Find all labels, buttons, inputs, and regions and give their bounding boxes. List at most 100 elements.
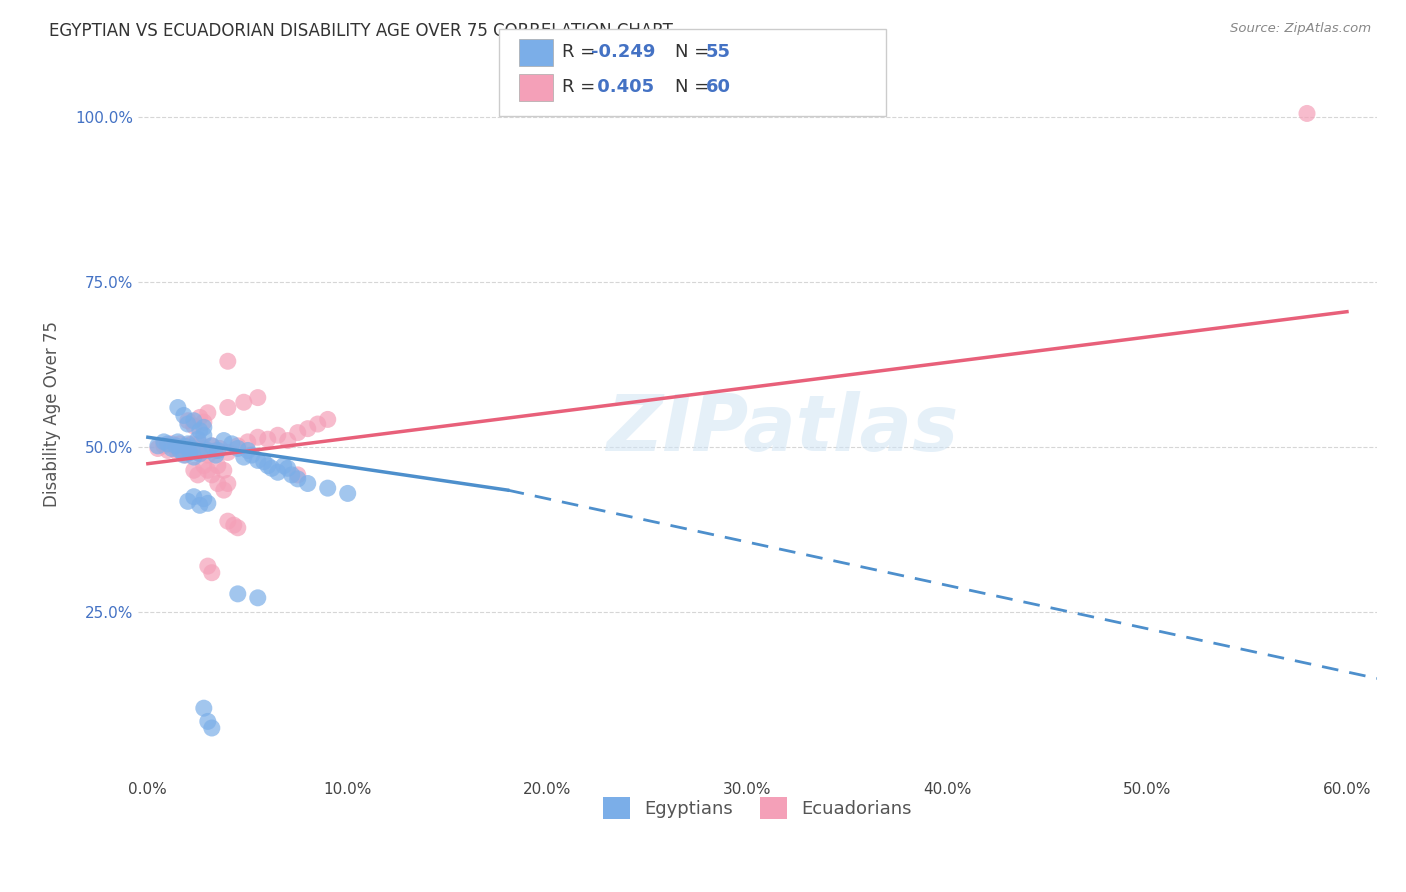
Point [188, 447, 211, 461]
Point [193, 491, 215, 506]
Point [246, 430, 269, 444]
Point [177, 437, 200, 451]
Point [208, 442, 231, 456]
Point [201, 467, 224, 482]
Point [187, 432, 209, 446]
Point [232, 450, 254, 464]
Text: 0.405: 0.405 [591, 78, 654, 95]
Point [232, 395, 254, 409]
Point [217, 354, 239, 368]
Point [193, 415, 215, 429]
Point [246, 591, 269, 605]
Point [146, 442, 169, 456]
Point [197, 448, 219, 462]
Point [316, 412, 339, 426]
Point [267, 465, 290, 479]
Point [188, 437, 211, 451]
Point [169, 437, 191, 451]
Point [197, 714, 219, 729]
Point [188, 410, 211, 425]
Point [166, 434, 188, 449]
Point [281, 467, 304, 482]
Text: ZIPatlas: ZIPatlas [606, 391, 959, 467]
Point [173, 409, 195, 423]
Point [217, 476, 239, 491]
Point [207, 443, 229, 458]
Point [201, 566, 224, 580]
Point [217, 401, 239, 415]
Point [188, 498, 211, 512]
Point [183, 450, 205, 464]
Point [197, 496, 219, 510]
Point [177, 439, 200, 453]
Point [226, 587, 249, 601]
Point [277, 434, 299, 448]
Point [201, 439, 224, 453]
Point [174, 440, 197, 454]
Point [180, 437, 202, 451]
Point [287, 467, 309, 482]
Point [212, 434, 235, 448]
Point [246, 453, 269, 467]
Point [169, 443, 191, 458]
Point [197, 463, 219, 477]
Point [180, 442, 202, 456]
Point [226, 521, 249, 535]
Point [204, 448, 226, 462]
Point [212, 463, 235, 477]
Point [193, 420, 215, 434]
Point [166, 401, 188, 415]
Point [207, 476, 229, 491]
Point [153, 434, 176, 449]
Point [307, 417, 329, 431]
Point [183, 414, 205, 428]
Point [166, 445, 188, 459]
Point [146, 439, 169, 453]
Point [212, 483, 235, 497]
Point [297, 422, 319, 436]
Point [287, 472, 309, 486]
Point [226, 439, 249, 453]
Point [173, 448, 195, 462]
Point [221, 437, 243, 451]
Point [179, 445, 201, 459]
Text: N =: N = [675, 78, 714, 95]
Point [165, 442, 187, 456]
Point [183, 442, 205, 456]
Text: N =: N = [675, 43, 714, 61]
Point [193, 701, 215, 715]
Point [179, 443, 201, 458]
Point [253, 455, 276, 469]
Point [222, 518, 245, 533]
Point [297, 476, 319, 491]
Text: 55: 55 [706, 43, 731, 61]
Text: EGYPTIAN VS ECUADORIAN DISABILITY AGE OVER 75 CORRELATION CHART: EGYPTIAN VS ECUADORIAN DISABILITY AGE OV… [49, 22, 673, 40]
Legend: Egyptians, Ecuadorians: Egyptians, Ecuadorians [596, 790, 920, 827]
Point [217, 445, 239, 459]
Point [177, 414, 200, 428]
Point [193, 428, 215, 442]
Point [277, 461, 299, 475]
Point [201, 721, 224, 735]
Point [197, 559, 219, 574]
Point [207, 458, 229, 473]
Text: Source: ZipAtlas.com: Source: ZipAtlas.com [1230, 22, 1371, 36]
Point [287, 425, 309, 440]
Point [236, 443, 259, 458]
Point [193, 458, 215, 473]
Point [197, 443, 219, 458]
Point [256, 458, 278, 473]
Point [177, 494, 200, 508]
Point [188, 424, 211, 438]
Point [316, 481, 339, 495]
Point [336, 486, 359, 500]
Point [173, 443, 195, 458]
Point [153, 439, 176, 453]
Point [156, 437, 179, 451]
Point [183, 463, 205, 477]
Text: 60: 60 [706, 78, 731, 95]
Text: -0.249: -0.249 [591, 43, 655, 61]
Point [174, 448, 197, 462]
Point [177, 417, 200, 431]
Point [236, 434, 259, 449]
